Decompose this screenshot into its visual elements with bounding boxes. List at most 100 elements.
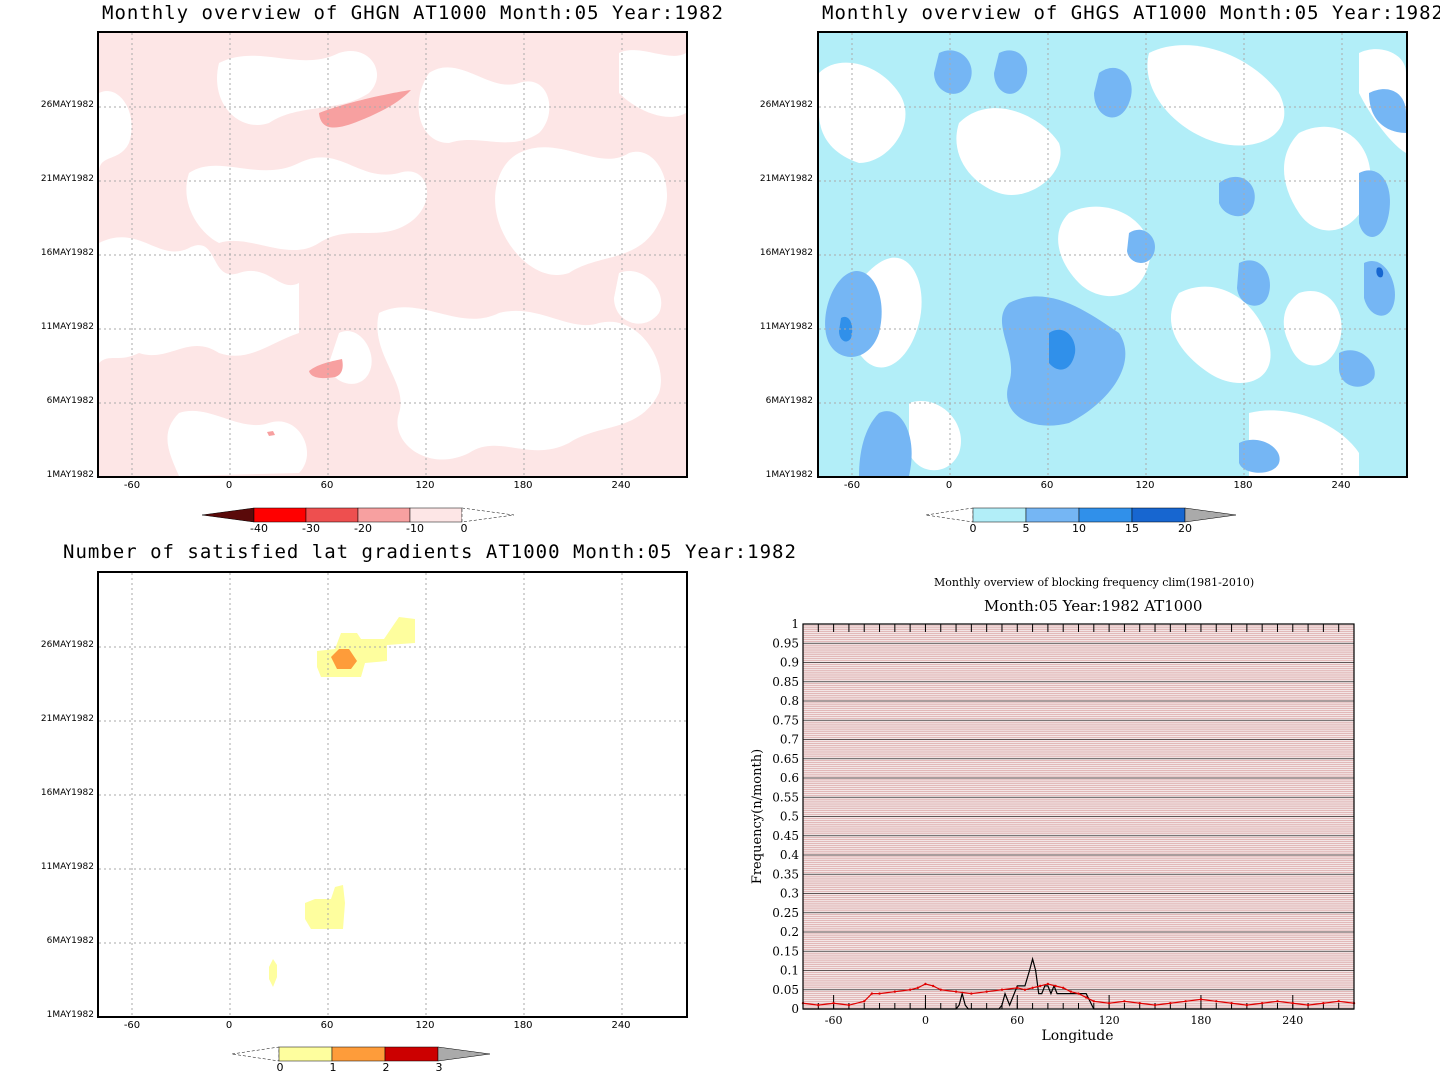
series-marker: [1322, 1002, 1325, 1005]
series-marker: [1046, 982, 1050, 986]
series-marker: [1039, 984, 1042, 988]
ghgn-xtick-label: 120: [415, 480, 435, 491]
ghgn-title: Monthly overview of GHGN AT1000 Month:05…: [102, 2, 724, 24]
series-marker: [1016, 986, 1019, 990]
y-tick-label: 0.6: [780, 771, 799, 785]
series-marker: [1092, 1000, 1096, 1003]
y-tick-label: 0.45: [772, 829, 799, 843]
ghgs-colorbar-label: 5: [1022, 522, 1030, 535]
y-tick-label: 0.85: [772, 675, 799, 689]
ghgs-xtick-label: 0: [945, 480, 953, 491]
freq-chart: -60 0 60 120 180 240 0 0.05 0.1 0.15 0.2 0.25 0.3 0.3…: [750, 617, 1356, 1044]
y-tick-label: 0.8: [780, 694, 799, 708]
series-marker: [931, 984, 935, 988]
ghgn-ytick-label: 6MAY1982: [46, 396, 94, 406]
grad-xtick-label: 60: [320, 1020, 334, 1031]
grad-xtick-label: 120: [415, 1020, 435, 1031]
ghgn-xtick-label: 180: [513, 480, 533, 491]
y-tick-label: 0.25: [772, 906, 799, 920]
y-tick-label: 0.75: [772, 713, 799, 727]
series-marker: [870, 992, 874, 995]
x-tick-label: 60: [1010, 1014, 1024, 1027]
series-marker: [1084, 996, 1088, 999]
ghgs-colorbar-label: 10: [1072, 522, 1086, 535]
series-marker: [1169, 1002, 1172, 1005]
y-tick-label: 0.5: [780, 810, 799, 824]
ghgs-colorbar-label: 20: [1178, 522, 1192, 535]
ghgn-colorbar-label: -40: [250, 522, 268, 535]
y-tick-label: 0: [791, 1002, 799, 1016]
series-marker: [1306, 1003, 1310, 1007]
y-tick-label: 0.9: [780, 656, 799, 670]
grad-colorbar-label: 0: [276, 1061, 284, 1074]
ghgs-xtick-label: 240: [1331, 480, 1351, 491]
ghgs-ytick-label: 11MAY1982: [759, 322, 813, 332]
ghgn-colorbar-label: 0: [460, 522, 468, 535]
ghgn-xtick-label: 60: [320, 480, 334, 491]
x-tick-label: 120: [1099, 1014, 1120, 1027]
ghgs-xtick-label: -60: [843, 480, 861, 491]
grad-ytick-label: 6MAY1982: [46, 936, 94, 946]
x-axis-label: Longitude: [1041, 1028, 1113, 1044]
ghgn-contours: [99, 33, 686, 476]
y-tick-label: 0.05: [772, 983, 799, 997]
series-marker: [1069, 990, 1073, 993]
series-marker: [817, 1003, 820, 1007]
grad-ytick-label: 26MAY1982: [40, 640, 94, 650]
series-marker: [847, 1003, 851, 1007]
grad-ytick-label: 11MAY1982: [40, 862, 94, 872]
freq-suptitle: Monthly overview of blocking frequency c…: [934, 576, 1255, 589]
ghgs-title: Monthly overview of GHGS AT1000 Month:05…: [822, 2, 1440, 24]
series-marker: [893, 990, 897, 993]
ghgs-contours: [819, 33, 1406, 476]
series-marker: [924, 982, 927, 986]
x-tick-label: -60: [825, 1014, 843, 1027]
y-tick-label: 0.95: [772, 636, 799, 650]
series-marker: [1215, 1000, 1218, 1003]
y-tick-label: 0.7: [780, 733, 799, 747]
ghgn-ytick-label: 16MAY1982: [40, 248, 94, 258]
series-marker: [908, 988, 912, 991]
grad-colorbar: [231, 1046, 491, 1062]
ghgs-colorbar-label: 15: [1125, 522, 1139, 535]
ghgn-xtick-label: -60: [123, 480, 141, 491]
series-marker: [1077, 992, 1080, 995]
grad-colorbar-label: 3: [435, 1061, 443, 1074]
grad-title: Number of satisfied lat gradients AT1000…: [63, 541, 797, 563]
ghgn-xtick-label: 0: [225, 480, 233, 491]
y-axis-label: Frequency(n/month): [750, 749, 765, 884]
grad-colorbar-label: 2: [382, 1061, 390, 1074]
grad-xtick-label: 240: [611, 1020, 631, 1031]
series-marker: [1260, 1002, 1264, 1005]
ghgs-ytick-label: 26MAY1982: [759, 100, 813, 110]
series-marker: [985, 990, 988, 993]
y-tick-label: 0.15: [772, 944, 799, 958]
series-marker: [970, 992, 973, 995]
ghgs-ytick-label: 16MAY1982: [759, 248, 813, 258]
ghgn-plot-area: [97, 31, 688, 478]
series-marker: [1153, 1003, 1157, 1007]
x-tick-label: 0: [922, 1014, 929, 1027]
y-tick-label: 0.2: [780, 925, 799, 939]
series-marker: [939, 988, 942, 991]
ghgs-xtick-label: 120: [1135, 480, 1155, 491]
series-marker: [863, 1000, 866, 1003]
grad-plot-area: [97, 571, 688, 1018]
y-tick-label: 0.3: [780, 887, 799, 901]
ghgn-colorbar: [201, 507, 515, 523]
series-marker: [1291, 1002, 1294, 1005]
series-marker: [1276, 1000, 1279, 1003]
series-marker: [1023, 988, 1027, 991]
grad-ytick-label: 16MAY1982: [40, 788, 94, 798]
series-marker: [1337, 1000, 1340, 1003]
ghgn-ytick-label: 11MAY1982: [40, 322, 94, 332]
ghgn-xtick-label: 240: [611, 480, 631, 491]
ghgn-ytick-label: 26MAY1982: [40, 100, 94, 110]
series-marker: [954, 990, 958, 993]
x-tick-label: 240: [1282, 1014, 1303, 1027]
grad-colorbar-label: 1: [329, 1061, 337, 1074]
ghgs-plot-area: [817, 31, 1408, 478]
series-marker: [1138, 1002, 1141, 1005]
series-marker: [916, 986, 919, 990]
y-tick-label: 0.35: [772, 867, 799, 881]
